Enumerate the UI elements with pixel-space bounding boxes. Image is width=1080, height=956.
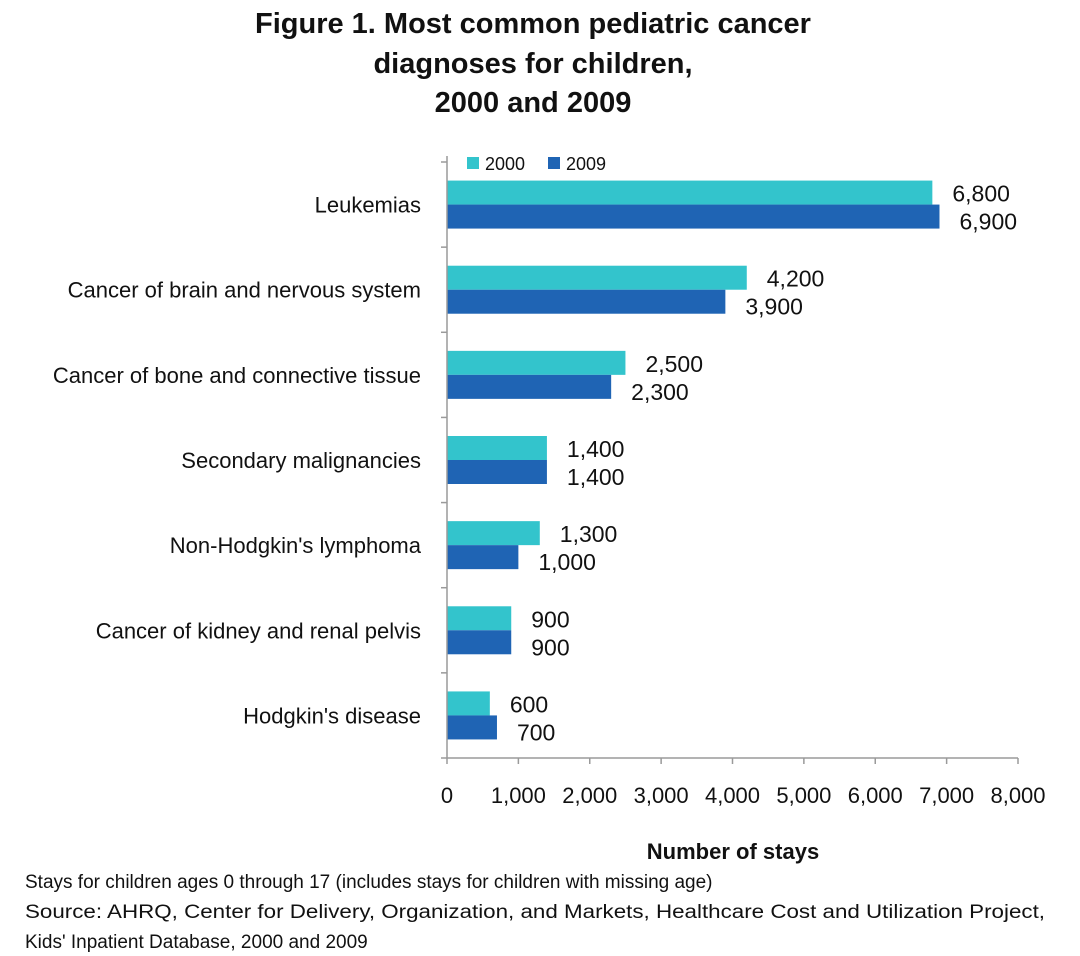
- category-label-cancer-of-bone-and-connective-tissue: Cancer of bone and connective tissue: [53, 363, 421, 388]
- bar-2009-cancer-of-kidney-and-renal-pelvis: [447, 630, 512, 655]
- x-tick-label: 1,000: [491, 783, 546, 808]
- bar-2000-cancer-of-kidney-and-renal-pelvis: [447, 606, 512, 631]
- data-label-2009-cancer-of-bone-and-connective-tissue: 2,300: [631, 379, 689, 405]
- bar-2000-secondary-malignancies: [447, 436, 547, 460]
- data-label-2009-cancer-of-kidney-and-renal-pelvis: 900: [531, 634, 569, 660]
- category-label-cancer-of-kidney-and-renal-pelvis: Cancer of kidney and renal pelvis: [96, 618, 421, 643]
- x-tick-label: 4,000: [705, 783, 760, 808]
- bar-2000-non-hodgkin-s-lymphoma: [447, 521, 540, 546]
- category-label-secondary-malignancies: Secondary malignancies: [181, 448, 421, 473]
- x-axis-title: Number of stays: [647, 839, 819, 864]
- data-label-2000-cancer-of-brain-and-nervous-system: 4,200: [767, 266, 825, 292]
- data-label-2009-secondary-malignancies: 1,400: [567, 464, 625, 490]
- legend-swatch-2009: [548, 157, 560, 169]
- bar-2009-non-hodgkin-s-lymphoma: [447, 545, 519, 570]
- bar-2000-cancer-of-brain-and-nervous-system: [447, 265, 747, 290]
- bar-2009-hodgkin-s-disease: [447, 715, 497, 740]
- data-label-2000-secondary-malignancies: 1,400: [567, 436, 625, 462]
- bar-2000-leukemias: [447, 180, 933, 205]
- x-tick-label: 3,000: [634, 783, 689, 808]
- chart-title-line-1: Figure 1. Most common pediatric cancer: [255, 8, 811, 40]
- note-line-1: Stays for children ages 0 through 17 (in…: [25, 872, 713, 893]
- bar-2009-leukemias: [447, 204, 940, 229]
- bar-2009-cancer-of-brain-and-nervous-system: [447, 289, 726, 314]
- bar-2009-cancer-of-bone-and-connective-tissue: [447, 374, 612, 399]
- data-label-2009-non-hodgkin-s-lymphoma: 1,000: [538, 549, 596, 575]
- note-line-3: Kids' Inpatient Database, 2000 and 2009: [25, 932, 368, 953]
- note-line-2: Source: AHRQ, Center for Delivery, Organ…: [25, 902, 1045, 923]
- data-label-2000-cancer-of-kidney-and-renal-pelvis: 900: [531, 606, 569, 632]
- x-tick-label: 7,000: [919, 783, 974, 808]
- x-tick-label: 5,000: [776, 783, 831, 808]
- chart-title-line-2: diagnoses for children,: [373, 48, 692, 80]
- source-notes: Stays for children ages 0 through 17 (in…: [25, 872, 1045, 953]
- data-label-2009-leukemias: 6,900: [959, 209, 1017, 235]
- bar-2000-hodgkin-s-disease: [447, 691, 490, 716]
- legend: 2000 2009: [467, 154, 606, 174]
- data-label-2000-cancer-of-bone-and-connective-tissue: 2,500: [645, 351, 703, 377]
- data-label-2000-leukemias: 6,800: [952, 181, 1010, 207]
- bar-2009-secondary-malignancies: [447, 460, 547, 484]
- category-label-leukemias: Leukemias: [315, 193, 421, 218]
- chart-title: Figure 1. Most common pediatric cancer d…: [255, 8, 811, 119]
- x-tick-label: 6,000: [848, 783, 903, 808]
- category-label-cancer-of-brain-and-nervous-system: Cancer of brain and nervous system: [68, 278, 421, 303]
- legend-label-2009: 2009: [566, 154, 606, 174]
- data-label-2000-non-hodgkin-s-lymphoma: 1,300: [560, 521, 618, 547]
- x-tick-label: 2,000: [562, 783, 617, 808]
- legend-label-2000: 2000: [485, 154, 525, 174]
- data-label-2009-cancer-of-brain-and-nervous-system: 3,900: [745, 294, 803, 320]
- chart-title-line-3: 2000 and 2009: [435, 87, 632, 119]
- x-tick-label: 0: [441, 783, 453, 808]
- data-label-2000-hodgkin-s-disease: 600: [510, 691, 548, 717]
- category-label-non-hodgkin-s-lymphoma: Non-Hodgkin's lymphoma: [170, 533, 422, 558]
- x-tick-label: 8,000: [990, 783, 1045, 808]
- data-label-2009-hodgkin-s-disease: 700: [517, 719, 555, 745]
- category-label-hodgkin-s-disease: Hodgkin's disease: [243, 703, 421, 728]
- bar-2000-cancer-of-bone-and-connective-tissue: [447, 350, 626, 375]
- legend-swatch-2000: [467, 157, 479, 169]
